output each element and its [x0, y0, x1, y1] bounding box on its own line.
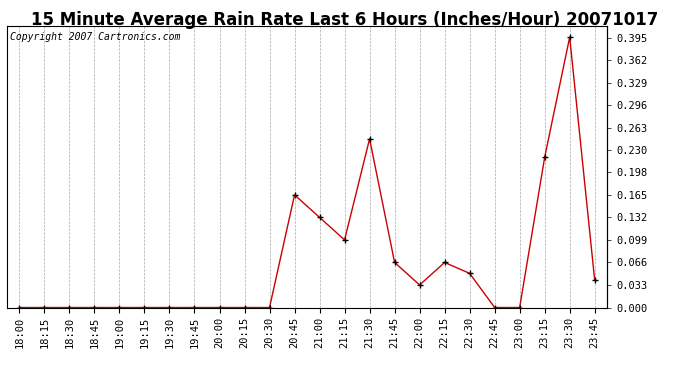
Text: 15 Minute Average Rain Rate Last 6 Hours (Inches/Hour) 20071017: 15 Minute Average Rain Rate Last 6 Hours…	[31, 11, 659, 29]
Text: Copyright 2007 Cartronics.com: Copyright 2007 Cartronics.com	[10, 32, 180, 42]
